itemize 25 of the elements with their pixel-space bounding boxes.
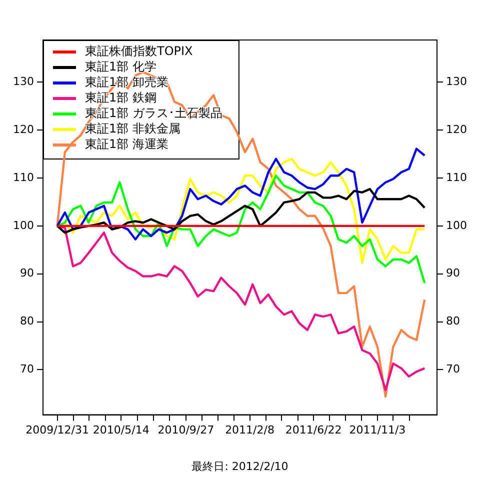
- x-tick-label: 2010/5/14: [92, 423, 150, 436]
- y2-tick-label: 130: [446, 75, 468, 88]
- x-tick-label: 2011/2/8: [225, 423, 274, 436]
- y2-tick-label: 90: [446, 266, 460, 280]
- y2-tick-label: 100: [446, 218, 468, 232]
- y-tick-label: 120: [12, 122, 34, 136]
- text: 最終日: 2012/2/10: [192, 460, 288, 473]
- y2-tick-label: 70: [446, 362, 460, 376]
- y-tick-label: 70: [20, 362, 34, 376]
- legend-label: 東証1部 非鉄金属: [84, 122, 180, 136]
- legend-label: 東証1部 海運業: [84, 137, 168, 152]
- y2-tick-label: 80: [446, 314, 460, 328]
- legend-label: 東証1部 化学: [84, 60, 156, 74]
- y-tick-label: 90: [20, 266, 34, 280]
- y2-tick-label: 110: [446, 170, 468, 184]
- legend-label: 東証株価指数TOPIX: [84, 44, 193, 58]
- x-tick-label: 2010/9/27: [158, 423, 214, 436]
- y-tick-label: 130: [12, 75, 34, 88]
- x-tick-label: 2011/6/22: [285, 423, 342, 436]
- y-tick-label: 100: [12, 218, 34, 232]
- x-tick-label: 2011/11/3: [349, 423, 406, 436]
- y-tick-label: 80: [20, 314, 34, 328]
- y-tick-label: 110: [12, 170, 34, 184]
- y2-tick-label: 120: [446, 122, 468, 136]
- x-tick-label: 2009/12/31: [26, 423, 89, 436]
